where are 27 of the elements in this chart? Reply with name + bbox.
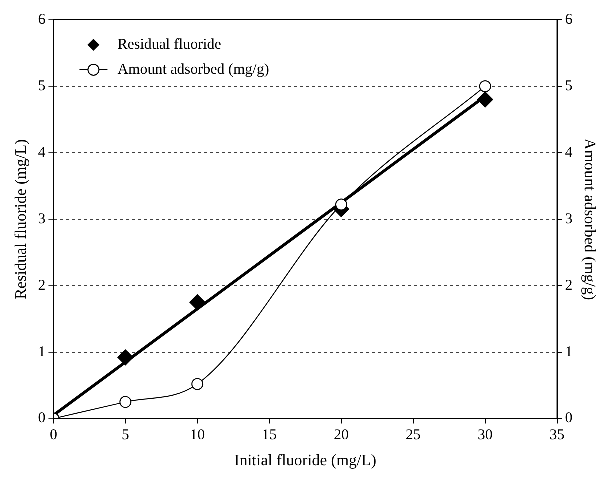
x-tick-label: 5	[122, 428, 130, 444]
x-tick-label: 10	[190, 428, 206, 444]
y-tick-label: 2	[38, 278, 46, 294]
y-tick-label: 3	[38, 211, 46, 228]
x-tick-label: 25	[406, 428, 421, 444]
legend-label: Amount adsorbed (mg/g)	[118, 62, 270, 78]
y2-tick-label: 2	[565, 278, 573, 294]
y2-tick-label: 6	[565, 12, 574, 28]
legend-label: Residual fluoride	[118, 36, 222, 53]
y-tick-label: 1	[38, 344, 46, 360]
y2-tick-label: 0	[565, 410, 573, 427]
y-tick-label: 0	[38, 410, 46, 427]
y-tick-label: 5	[38, 78, 46, 94]
x-axis-title: Initial fluoride (mg/L)	[234, 452, 377, 470]
x-tick-label: 35	[550, 428, 565, 444]
y-axis-title: Residual fluoride (mg/L)	[12, 139, 30, 300]
x-tick-label: 0	[50, 428, 58, 444]
y2-tick-label: 3	[565, 211, 573, 228]
y2-tick-label: 1	[565, 344, 573, 360]
y2-tick-label: 5	[565, 78, 573, 94]
x-tick-label: 30	[478, 428, 493, 444]
y-tick-label: 6	[38, 12, 46, 28]
x-tick-label: 20	[334, 428, 349, 444]
y-tick-label: 4	[38, 144, 46, 161]
x-tick-label: 15	[262, 428, 278, 444]
y2-tick-label: 4	[565, 144, 574, 161]
y2-axis-title: Amount adsorbed (mg/g)	[581, 138, 598, 300]
